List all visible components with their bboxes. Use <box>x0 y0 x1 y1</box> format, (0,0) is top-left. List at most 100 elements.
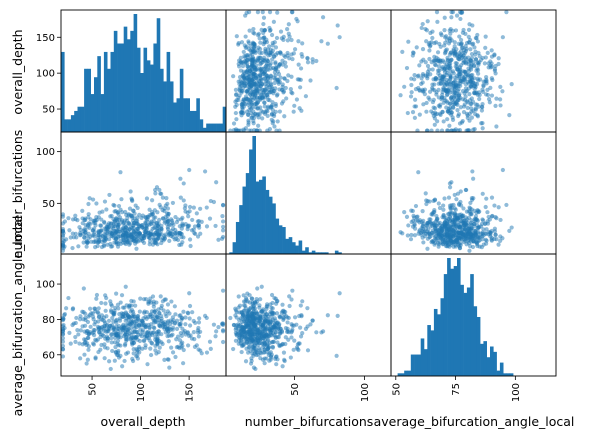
hist-bar <box>153 43 157 132</box>
scatter-point <box>436 81 441 86</box>
hist-bar <box>143 47 148 132</box>
scatter-point <box>486 97 492 102</box>
hist-bar <box>70 115 75 132</box>
hist-bar <box>229 252 233 254</box>
scatter-point <box>447 185 453 190</box>
scatter-point <box>90 197 96 202</box>
scatter-point <box>178 331 183 336</box>
scatter-point <box>298 85 303 90</box>
scatter-point <box>337 35 342 40</box>
scatter-point <box>459 63 464 68</box>
scatter-point <box>269 292 275 298</box>
scatter-point <box>104 207 109 212</box>
scatter-point <box>438 102 443 107</box>
scatter-point <box>115 302 121 307</box>
scatter-point <box>283 64 288 69</box>
scatter-point <box>493 71 498 76</box>
scatter-point <box>142 309 147 314</box>
scatter-point <box>190 310 195 315</box>
hist-bar <box>480 343 484 376</box>
scatter-point <box>86 201 91 207</box>
scatter-point <box>487 217 492 222</box>
panel-marks <box>228 10 342 132</box>
scatter-point <box>192 224 198 229</box>
scatter-point <box>108 221 114 226</box>
scatter-point <box>282 357 287 362</box>
scatter-point <box>452 40 457 45</box>
scatter-point <box>486 229 492 235</box>
scatter-point <box>424 39 429 44</box>
scatter-point <box>253 301 258 306</box>
scatter-point <box>500 35 505 40</box>
scatter-point <box>64 306 69 311</box>
scatter-point <box>78 233 83 238</box>
scatter-point <box>498 97 503 102</box>
scatter-point <box>468 79 474 84</box>
scatter-point <box>109 332 115 337</box>
scatter-point <box>449 128 454 132</box>
scatter-point <box>187 237 193 242</box>
scatter-point <box>153 348 158 353</box>
scatter-point <box>220 224 226 229</box>
scatter-point <box>252 31 257 36</box>
scatter-point <box>113 209 118 214</box>
scatter-point <box>87 225 92 230</box>
scatter-point <box>120 364 125 369</box>
hist-bar <box>282 227 286 254</box>
scatter-point <box>240 314 245 319</box>
scatter-point <box>431 97 436 103</box>
scatter-point <box>188 333 193 338</box>
scatter-point <box>164 195 169 201</box>
hist-bar <box>321 252 326 254</box>
scatter-point <box>257 36 262 41</box>
scatter-point <box>270 311 275 316</box>
scatter-point <box>473 57 479 62</box>
scatter-point <box>179 217 184 222</box>
scatter-point <box>194 343 199 348</box>
scatter-point <box>458 219 463 224</box>
scatter-point <box>233 338 239 343</box>
scatter-point <box>420 47 426 52</box>
scatter-point <box>239 40 245 45</box>
scatter-point <box>139 215 144 220</box>
scatter-point <box>448 82 454 87</box>
scatter-point <box>233 128 238 132</box>
scatter-point <box>196 320 202 325</box>
scatter-point <box>106 318 112 323</box>
scatter-point <box>259 78 264 83</box>
scatter-point <box>259 66 264 71</box>
scatter-point <box>277 87 282 92</box>
scatter-point <box>246 120 251 125</box>
scatter-point <box>243 94 249 99</box>
scatter-point <box>272 124 277 129</box>
scatter-point <box>420 209 425 214</box>
scatter-point <box>314 58 319 64</box>
xlabel-number-bifurcations: number_bifurcations <box>245 414 374 429</box>
scatter-point <box>480 55 485 61</box>
scatter-point <box>281 317 286 322</box>
scatter-point <box>237 323 242 328</box>
scatter-point <box>269 305 274 310</box>
scatter-point <box>237 318 242 323</box>
xtick-label: 50 <box>88 383 99 396</box>
scatter-point <box>459 120 465 125</box>
scatter-point <box>234 323 239 328</box>
scatter-point <box>453 64 458 69</box>
scatter-point <box>118 239 123 244</box>
scatter-point <box>179 242 184 247</box>
scatter-point <box>85 357 90 362</box>
scatter-point <box>300 331 305 336</box>
scatter-point <box>78 314 83 319</box>
scatter-point <box>92 322 97 327</box>
scatter-point <box>159 227 164 233</box>
scatter-point <box>176 217 181 222</box>
scatter-point <box>186 343 191 348</box>
scatter-point <box>469 51 475 57</box>
scatter-point <box>255 286 260 291</box>
scatter-point <box>131 314 136 319</box>
scatter-point <box>62 238 67 244</box>
scatter-point <box>165 309 170 314</box>
scatter-point <box>88 324 93 329</box>
scatter-point <box>444 226 449 232</box>
scatter-point <box>91 239 96 245</box>
